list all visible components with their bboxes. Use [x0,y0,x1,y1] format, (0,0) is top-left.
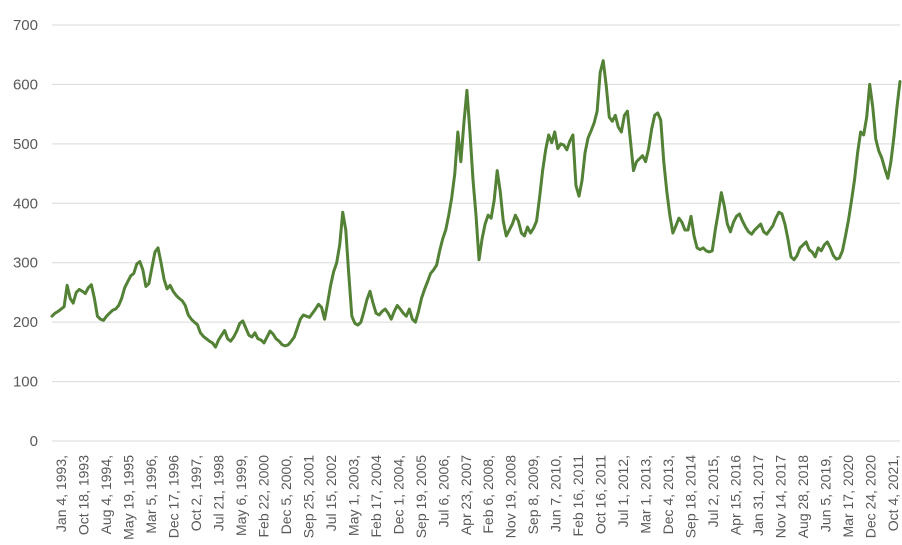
y-tick-label: 700 [13,17,38,34]
x-tick-label: Dec 4, 2013, [660,455,676,534]
x-tick-label: Oct 16, 2011 [593,455,609,534]
x-tick-label: Dec 1, 2004, [390,455,406,534]
y-tick-label: 100 [13,374,38,391]
x-tick-label: Dec 24, 2020 [863,455,879,538]
x-tick-label: Nov 19, 2008 [503,455,519,538]
x-tick-label: Jul 15, 2002 [323,455,339,531]
x-tick-label: Oct 18, 1993 [75,455,91,535]
x-tick-label: Feb 22, 2000 [255,455,271,538]
y-tick-label: 300 [13,255,38,272]
x-tick-label: Oct 4, 2021, [885,455,901,531]
x-tick-label: May 6, 1999, [233,455,249,536]
x-tick-label: Jan 4, 1993, [53,455,69,532]
x-tick-label: May 19, 1995 [120,455,136,540]
x-tick-label: Oct 2, 1997, [188,455,204,531]
y-tick-label: 0 [30,433,38,450]
x-tick-label: Dec 17, 1996 [165,455,181,538]
x-tick-label: Jul 6, 2006, [435,455,451,527]
x-tick-label: Feb 6, 2008, [480,455,496,534]
y-tick-label: 600 [13,76,38,93]
x-tick-label: Jul 2, 2015, [705,455,721,527]
x-tick-label: Sep 25, 2001 [300,455,316,539]
x-tick-label: Nov 14, 2017 [773,455,789,538]
x-tick-label: Mar 17, 2020 [840,455,856,538]
x-tick-label: Feb 17, 2004 [368,455,384,538]
x-tick-label: Sep 8, 2009, [525,455,541,534]
x-tick-label: Jul 1, 2012, [615,455,631,527]
x-tick-label: Dec 5, 2000, [278,455,294,534]
x-tick-label: Aug 4, 1994, [98,455,114,534]
x-tick-label: Apr 15, 2016 [728,455,744,535]
x-tick-label: Aug 28, 2018 [795,455,811,539]
y-tick-label: 200 [13,314,38,331]
x-tick-label: May 1, 2003, [345,455,361,536]
x-tick-label: Mar 5, 1996, [143,455,159,534]
x-tick-label: Feb 16, 2011 [570,455,586,537]
x-tick-label: Mar 1, 2013, [638,455,654,534]
y-tick-label: 400 [13,195,38,212]
y-tick-label: 500 [13,136,38,153]
x-tick-label: Jul 21, 1998 [210,455,226,531]
x-tick-label: Sep 18, 2014 [683,455,699,539]
x-tick-label: Jun 5, 2019, [818,455,834,532]
x-tick-label: Jun 7, 2010, [548,455,564,532]
x-tick-label: Apr 23, 2007 [458,455,474,535]
x-tick-label: Sep 19, 2005 [413,455,429,539]
series-line-0 [50,59,902,349]
x-tick-label: Jan 31, 2017 [750,455,766,536]
